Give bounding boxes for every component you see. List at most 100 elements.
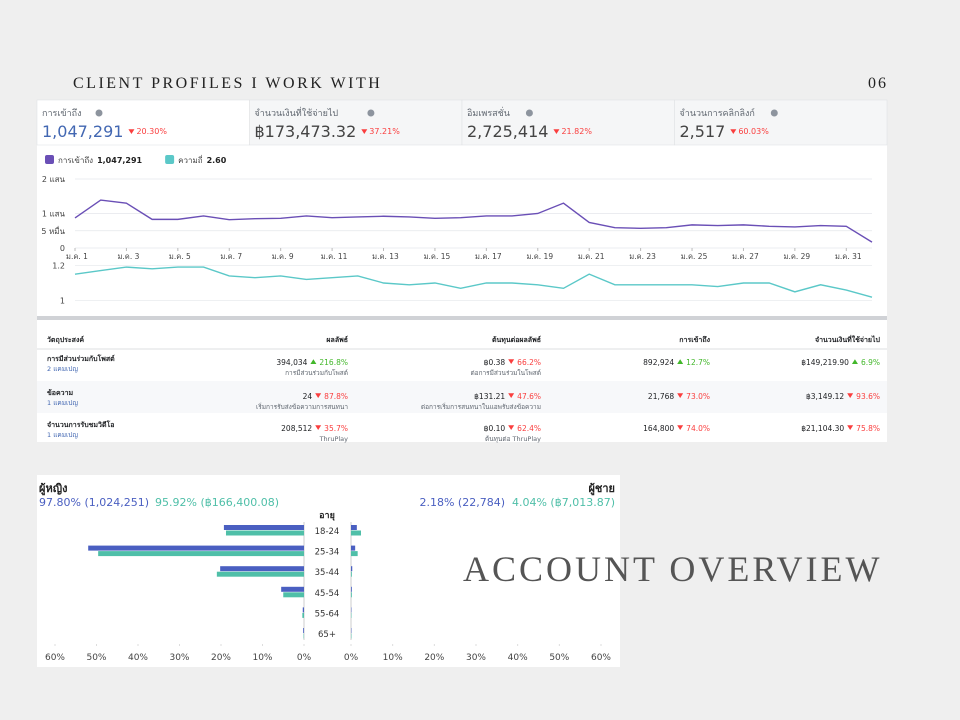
change-arrow: [508, 393, 515, 398]
x-tick-label: 40%: [508, 653, 528, 663]
x-tick-label: ม.ค. 11: [321, 252, 348, 261]
x-tick-label: ม.ค. 23: [629, 252, 656, 261]
bar: [216, 571, 304, 577]
separator: [37, 316, 887, 320]
x-tick-label: ม.ค. 13: [372, 252, 399, 261]
cell-note: ต้นทุนต่อ ThruPlay: [485, 435, 541, 443]
campaign-count: 1 แคมเปญ: [47, 431, 78, 439]
cell-value: ฿3,149.12: [806, 392, 844, 401]
x-tick-label: 60%: [591, 653, 611, 663]
legend-total: 2.60: [207, 156, 227, 165]
legend-swatch: [45, 155, 54, 164]
metric-change: 37.21%: [369, 127, 400, 136]
cell-note: เริ่มการรับส่งข้อความการสนทนา: [256, 402, 348, 411]
y-tick-label: 1.2: [52, 261, 65, 270]
metric-change: 60.03%: [738, 127, 769, 136]
gender-label: ผู้หญิง: [39, 482, 67, 496]
cell-note: ต่อการเริ่มการสนทนาในแอพรับส่งข้อความ: [421, 402, 541, 411]
x-tick-label: 40%: [128, 653, 148, 663]
age-label: 25-34: [315, 548, 340, 558]
y-tick-label: 5 หมื่น: [41, 225, 65, 236]
slide-title: CLIENT PROFILES I WORK WITH: [73, 75, 382, 92]
data-line: [74, 266, 873, 298]
legend-label: การเข้าถึง: [58, 156, 93, 165]
bar: [302, 607, 304, 613]
x-tick-label: 10%: [252, 653, 272, 663]
axis-label: อายุ: [319, 511, 335, 521]
y-tick-label: 1 แสน: [42, 210, 66, 219]
change-arrow: [851, 359, 858, 364]
bar: [351, 525, 357, 530]
x-tick-label: ม.ค. 27: [732, 252, 759, 261]
metric-label: จำนวนการคลิกลิงก์: [680, 107, 755, 119]
page-number: 06: [868, 75, 888, 92]
cell-value: 164,800: [643, 424, 674, 433]
change: 216.8%: [319, 358, 348, 367]
change-arrow: [508, 425, 515, 430]
metric-value: 1,047,291: [42, 122, 123, 141]
bar: [351, 586, 352, 592]
cell-value: ฿0.10: [484, 424, 506, 433]
cell-value: 208,512: [281, 424, 312, 433]
info-icon: [770, 109, 778, 117]
change-arrow: [677, 359, 684, 364]
bar: [281, 586, 304, 592]
cell-note: ThruPlay: [319, 435, 349, 443]
age-label: 55-64: [315, 609, 340, 619]
cell-value: 24: [303, 392, 313, 401]
info-icon: [95, 109, 103, 117]
metric-label: จำนวนเงินที่ใช้จ่ายไป: [255, 106, 339, 119]
objective: การมีส่วนร่วมกับโพสต์: [47, 354, 115, 363]
change-arrow: [128, 129, 135, 134]
age-label: 65+: [318, 630, 336, 640]
x-tick-label: 30%: [466, 653, 486, 663]
change: 66.2%: [517, 358, 541, 367]
x-tick-label: ม.ค. 25: [681, 252, 708, 261]
legend-total: 1,047,291: [97, 156, 142, 165]
metric-change: 20.30%: [136, 127, 167, 136]
metric-label: อิมเพรสชั่น: [467, 106, 510, 119]
cell-value: ฿0.38: [484, 358, 506, 367]
bar: [351, 592, 352, 598]
campaign-count: 2 แคมเปญ: [47, 365, 78, 373]
gender-stat: 95.92% (฿166,400.08): [155, 496, 279, 509]
data-line: [74, 199, 873, 243]
change: 6.9%: [861, 358, 880, 367]
cell-value: 892,924: [643, 358, 674, 367]
x-tick-label: 50%: [549, 653, 569, 663]
change: 73.0%: [686, 392, 710, 401]
metric-value: 2,517: [680, 122, 726, 141]
info-icon: [525, 109, 533, 117]
change-arrow: [361, 129, 368, 134]
change: 75.8%: [856, 424, 880, 433]
change-arrow: [677, 425, 684, 430]
row-bg: [37, 381, 887, 413]
legend-swatch: [165, 155, 175, 164]
change-arrow: [508, 359, 515, 364]
bar: [220, 566, 304, 572]
change-arrow: [677, 393, 684, 398]
change-arrow: [730, 129, 737, 134]
cell-value: ฿21,104.30: [801, 424, 844, 433]
bar: [351, 530, 361, 536]
x-tick-label: 10%: [383, 653, 403, 663]
x-tick-label: 0%: [297, 653, 312, 663]
change: 12.7%: [686, 358, 710, 367]
x-tick-label: 60%: [45, 653, 65, 663]
change-arrow: [315, 393, 322, 398]
x-tick-label: ม.ค. 9: [272, 252, 294, 261]
x-tick-label: 20%: [424, 653, 444, 663]
x-tick-label: ม.ค. 5: [169, 252, 191, 261]
x-tick-label: 50%: [86, 653, 106, 663]
change-arrow: [310, 359, 317, 364]
cell-note: ต่อการมีส่วนร่วมในโพสต์: [470, 369, 541, 377]
x-tick-label: ม.ค. 31: [835, 252, 862, 261]
age-label: 18-24: [315, 527, 340, 537]
column-header: การเข้าถึง: [679, 335, 710, 344]
y-tick-label: 1: [60, 297, 65, 306]
metric-tab: [674, 99, 888, 146]
age-label: 45-54: [315, 589, 340, 599]
metric-tab: [461, 99, 675, 146]
bar: [98, 551, 304, 557]
